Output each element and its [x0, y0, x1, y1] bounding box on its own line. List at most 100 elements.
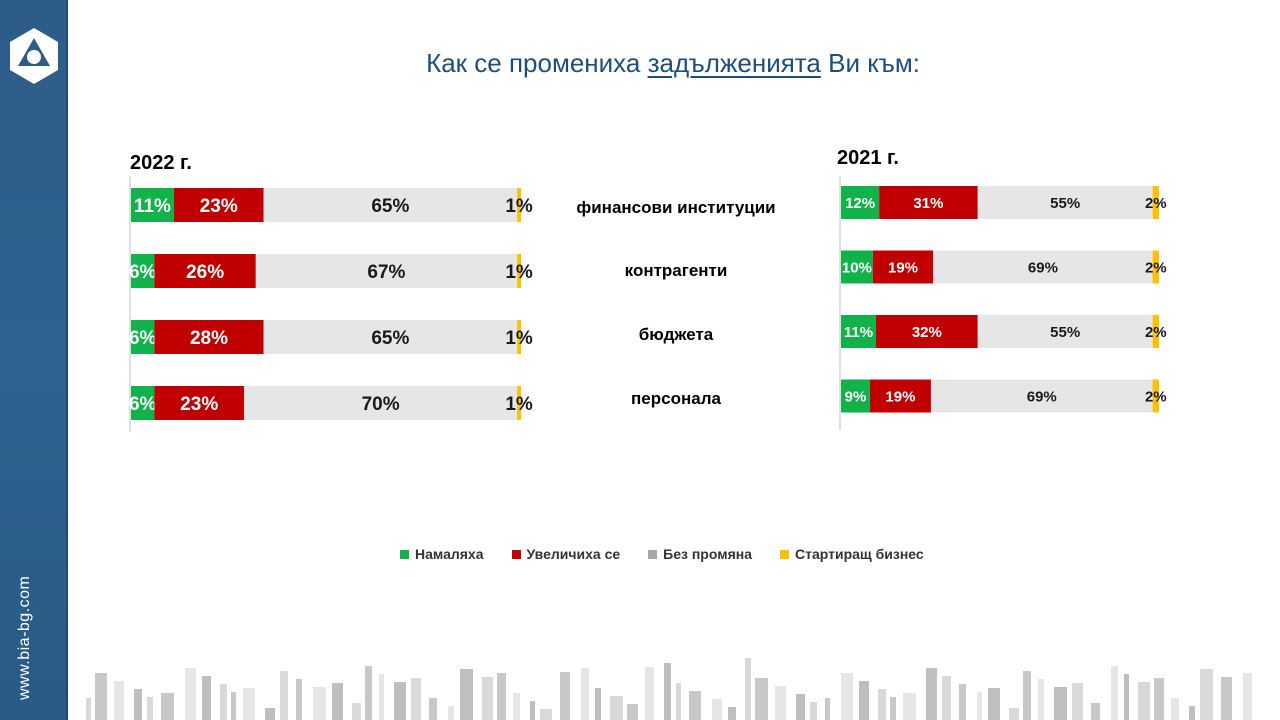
skyline-building: [878, 689, 886, 720]
bar-segment-3-row-1: [517, 254, 521, 288]
skyline-building: [645, 667, 654, 720]
skyline-building: [1023, 671, 1031, 720]
skyline-building: [365, 666, 372, 720]
sidebar: www.bia-bg.com: [0, 0, 68, 720]
bar-segment-0-row-2: [841, 315, 876, 348]
bar-segment-3-row-3: [1152, 379, 1159, 413]
bar-segment-1-row-3: [154, 386, 245, 420]
skyline-building: [1221, 677, 1232, 720]
decorative-skyline: [86, 658, 1252, 720]
bar-segment-2-row-1: [933, 250, 1153, 284]
bar-segment-0-row-3: [841, 379, 870, 413]
skyline-building: [243, 688, 255, 720]
skyline-building: [114, 681, 124, 720]
title-underlined: задълженията: [647, 48, 821, 78]
skyline-building: [265, 708, 275, 720]
skyline-building: [890, 697, 896, 720]
skyline-building: [313, 687, 326, 720]
data-label: 1%: [505, 394, 533, 415]
skyline-building: [540, 709, 552, 720]
bar-segment-3-row-1: [1152, 250, 1159, 284]
bar-segment-0-row-0: [131, 188, 174, 222]
data-label: 10%: [842, 259, 872, 276]
data-label: 55%: [1050, 195, 1080, 212]
skyline-building: [530, 701, 535, 720]
skyline-building: [1154, 678, 1164, 720]
skyline-building: [1054, 687, 1067, 720]
skyline-building: [926, 668, 937, 720]
bar-segment-0-row-1: [131, 254, 155, 288]
bar-segment-2-row-2: [977, 315, 1153, 348]
data-label: 23%: [200, 196, 238, 217]
chart-2022-title: 2022 г.: [130, 152, 192, 174]
data-label: 65%: [371, 196, 409, 217]
skyline-building: [825, 698, 830, 720]
skyline-building: [796, 694, 805, 720]
bar-segment-3-row-2: [1152, 315, 1159, 348]
skyline-building: [755, 678, 768, 720]
skyline-building: [185, 668, 196, 720]
skyline-building: [745, 658, 751, 720]
data-label: 1%: [505, 196, 533, 217]
data-label: 11%: [134, 196, 171, 217]
chart-2022: 11% 23% 65% 1% 6% 26% 67% 1% 6% 28% 65% 1% 6% 23% 70% 1…: [129, 176, 533, 432]
legend-label: Стартиращ бизнес: [795, 546, 924, 562]
data-label: 65%: [371, 328, 409, 349]
bar-segment-1-row-0: [173, 188, 264, 222]
bar-segment-0-row-2: [131, 320, 155, 354]
data-label: 2%: [1145, 259, 1167, 276]
data-label: 12%: [845, 195, 875, 212]
skyline-building: [595, 688, 601, 720]
skyline-building: [86, 698, 91, 720]
skyline-building: [610, 696, 623, 720]
data-label: 6%: [129, 262, 157, 283]
skyline-building: [988, 688, 1000, 720]
skyline-building: [332, 683, 343, 720]
skyline-building: [581, 668, 589, 720]
legend-label: Без промяна: [663, 546, 752, 562]
skyline-building: [728, 707, 736, 720]
skyline-building: [1124, 674, 1129, 720]
skyline-building: [280, 671, 288, 720]
data-label: 2%: [1145, 388, 1167, 405]
skyline-building: [664, 663, 671, 720]
data-label: 67%: [367, 262, 405, 283]
data-label: 28%: [190, 328, 228, 349]
bar-segment-3-row-3: [517, 386, 521, 420]
legend-swatch: [780, 549, 789, 559]
skyline-building: [1009, 708, 1019, 720]
skyline-building: [1171, 698, 1179, 720]
skyline-building: [712, 699, 722, 720]
title-suffix: Ви към:: [820, 48, 920, 78]
skyline-building: [220, 684, 227, 720]
bar-segment-0-row-0: [841, 186, 880, 219]
skyline-building: [134, 689, 142, 720]
bar-segment-3-row-0: [1152, 186, 1159, 219]
skyline-building: [810, 702, 817, 720]
data-label: 70%: [362, 394, 400, 415]
bar-segment-0-row-1: [841, 250, 873, 284]
skyline-building: [379, 674, 384, 720]
data-label: 69%: [1028, 259, 1058, 276]
skyline-building: [448, 706, 454, 720]
skyline-building: [394, 682, 406, 720]
skyline-building: [977, 692, 982, 720]
data-label: 2%: [1145, 324, 1167, 341]
legend-label: Увеличиха се: [526, 546, 621, 562]
data-label: 23%: [180, 394, 218, 415]
skyline-building: [903, 693, 916, 720]
chart-2021: 12% 31% 55% 2% 10% 19% 69% 2% 11% 32% 55% 2% 9% 19% 69…: [839, 176, 1167, 430]
bar-segment-1-row-3: [869, 379, 931, 413]
bar-segment-2-row-0: [977, 186, 1153, 219]
skyline-building: [689, 691, 701, 720]
bar-segment-1-row-2: [875, 315, 978, 348]
category-label-counterparties: контрагенти: [624, 261, 728, 280]
data-label: 69%: [1027, 388, 1057, 405]
legend-item-increased: Увеличиха се: [511, 546, 621, 562]
skyline-building: [147, 697, 153, 720]
skyline-building: [859, 681, 869, 720]
page-title: Как се промениха задълженията Ви към:: [66, 48, 1280, 79]
skyline-building: [775, 686, 786, 720]
bar-segment-1-row-1: [872, 250, 934, 284]
skyline-building: [497, 673, 506, 720]
